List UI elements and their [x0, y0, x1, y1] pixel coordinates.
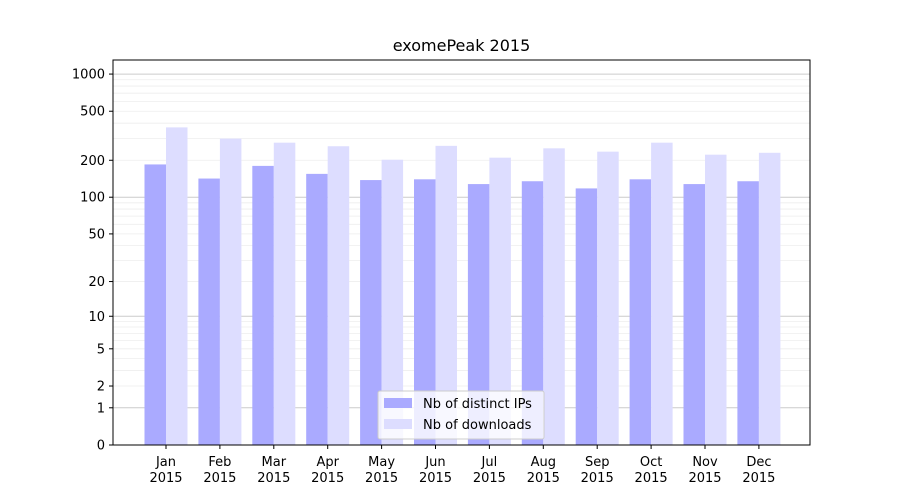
y-tick-label: 10	[88, 310, 105, 325]
y-tick-label: 2	[97, 380, 105, 395]
x-tick-label-year: 2015	[527, 471, 560, 486]
x-tick-label-year: 2015	[419, 471, 452, 486]
bar-downloads	[597, 151, 619, 445]
bar-downloads	[166, 127, 188, 446]
bar-downloads	[758, 152, 781, 445]
x-tick-label-year: 2015	[635, 471, 668, 486]
x-tick-label-month: Mar	[262, 455, 287, 470]
bar-distinct-ips	[360, 180, 382, 445]
x-tick-label-month: Nov	[692, 455, 718, 470]
bar-downloads	[705, 154, 727, 445]
bars	[144, 127, 781, 446]
x-tick-label-year: 2015	[742, 471, 775, 486]
legend-label-distinct-ips: Nb of distinct IPs	[423, 397, 532, 412]
bar-downloads	[543, 148, 565, 445]
x-tick-label-year: 2015	[581, 471, 614, 486]
plot-frame	[112, 59, 811, 446]
bar-distinct-ips	[683, 184, 705, 445]
x-tick-label-year: 2015	[203, 471, 236, 486]
x-tick-label-year: 2015	[311, 471, 344, 486]
y-tick-label: 50	[88, 227, 105, 242]
bar-downloads	[489, 157, 511, 445]
x-tick-label-year: 2015	[365, 471, 398, 486]
x-tick-label-month: May	[368, 455, 395, 470]
bar-distinct-ips	[414, 179, 436, 445]
x-tick-label-month: Feb	[208, 455, 231, 470]
y-tick-label: 500	[80, 105, 105, 120]
x-tick-label-year: 2015	[688, 471, 721, 486]
y-tick-label: 200	[80, 154, 105, 169]
chart-title: exomePeak 2015	[393, 36, 531, 55]
x-tick-label-month: Dec	[746, 455, 771, 470]
bar-downloads	[651, 142, 673, 445]
x-tick-label-month: Jul	[481, 455, 498, 470]
x-tick-label-month: Apr	[316, 455, 339, 470]
bar-distinct-ips	[629, 179, 652, 445]
x-tick-label-month: Sep	[585, 455, 610, 470]
y-axis: 0 1 2 5 10 20 50 100 200 500 1000	[72, 68, 113, 454]
bar-distinct-ips	[144, 164, 166, 446]
legend-swatch-distinct-ips	[384, 398, 412, 408]
bar-distinct-ips	[198, 178, 220, 445]
x-tick-label-year: 2015	[257, 471, 290, 486]
bar-distinct-ips	[737, 181, 759, 445]
bar-downloads	[381, 159, 404, 445]
x-tick-label-year: 2015	[473, 471, 506, 486]
y-tick-label: 0	[97, 439, 105, 454]
x-tick-label-month: Aug	[531, 455, 556, 470]
y-tick-label: 1	[97, 401, 105, 416]
legend-swatch-downloads	[384, 419, 412, 429]
x-tick-label-month: Oct	[640, 455, 662, 470]
y-tick-label: 1000	[72, 68, 105, 83]
bar-distinct-ips	[306, 173, 328, 445]
x-tick-label-month: Jan	[155, 455, 176, 470]
legend: Nb of distinct IPs Nb of downloads	[377, 390, 545, 440]
legend-frame	[377, 390, 545, 440]
bar-distinct-ips	[252, 165, 274, 446]
bar-downloads	[435, 145, 457, 445]
bar-distinct-ips	[521, 181, 544, 445]
bar-distinct-ips	[575, 188, 598, 445]
bar-distinct-ips	[467, 184, 490, 445]
y-tick-label: 100	[80, 191, 105, 206]
legend-label-downloads: Nb of downloads	[423, 418, 532, 433]
bar-downloads	[327, 146, 350, 445]
x-axis: Jan2015Feb2015Mar2015Apr2015May2015Jun20…	[149, 445, 775, 486]
y-tick-label: 20	[88, 275, 105, 290]
bar-downloads	[273, 142, 296, 445]
bar-downloads	[219, 138, 242, 445]
y-tick-label: 5	[97, 342, 105, 357]
x-tick-label-month: Jun	[424, 455, 445, 470]
x-tick-label-year: 2015	[149, 471, 182, 486]
